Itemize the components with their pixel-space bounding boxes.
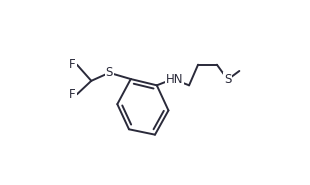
Text: HN: HN [166,73,183,85]
Text: F: F [69,58,76,71]
Text: S: S [105,66,113,79]
Text: S: S [224,73,231,86]
Text: F: F [69,88,76,101]
